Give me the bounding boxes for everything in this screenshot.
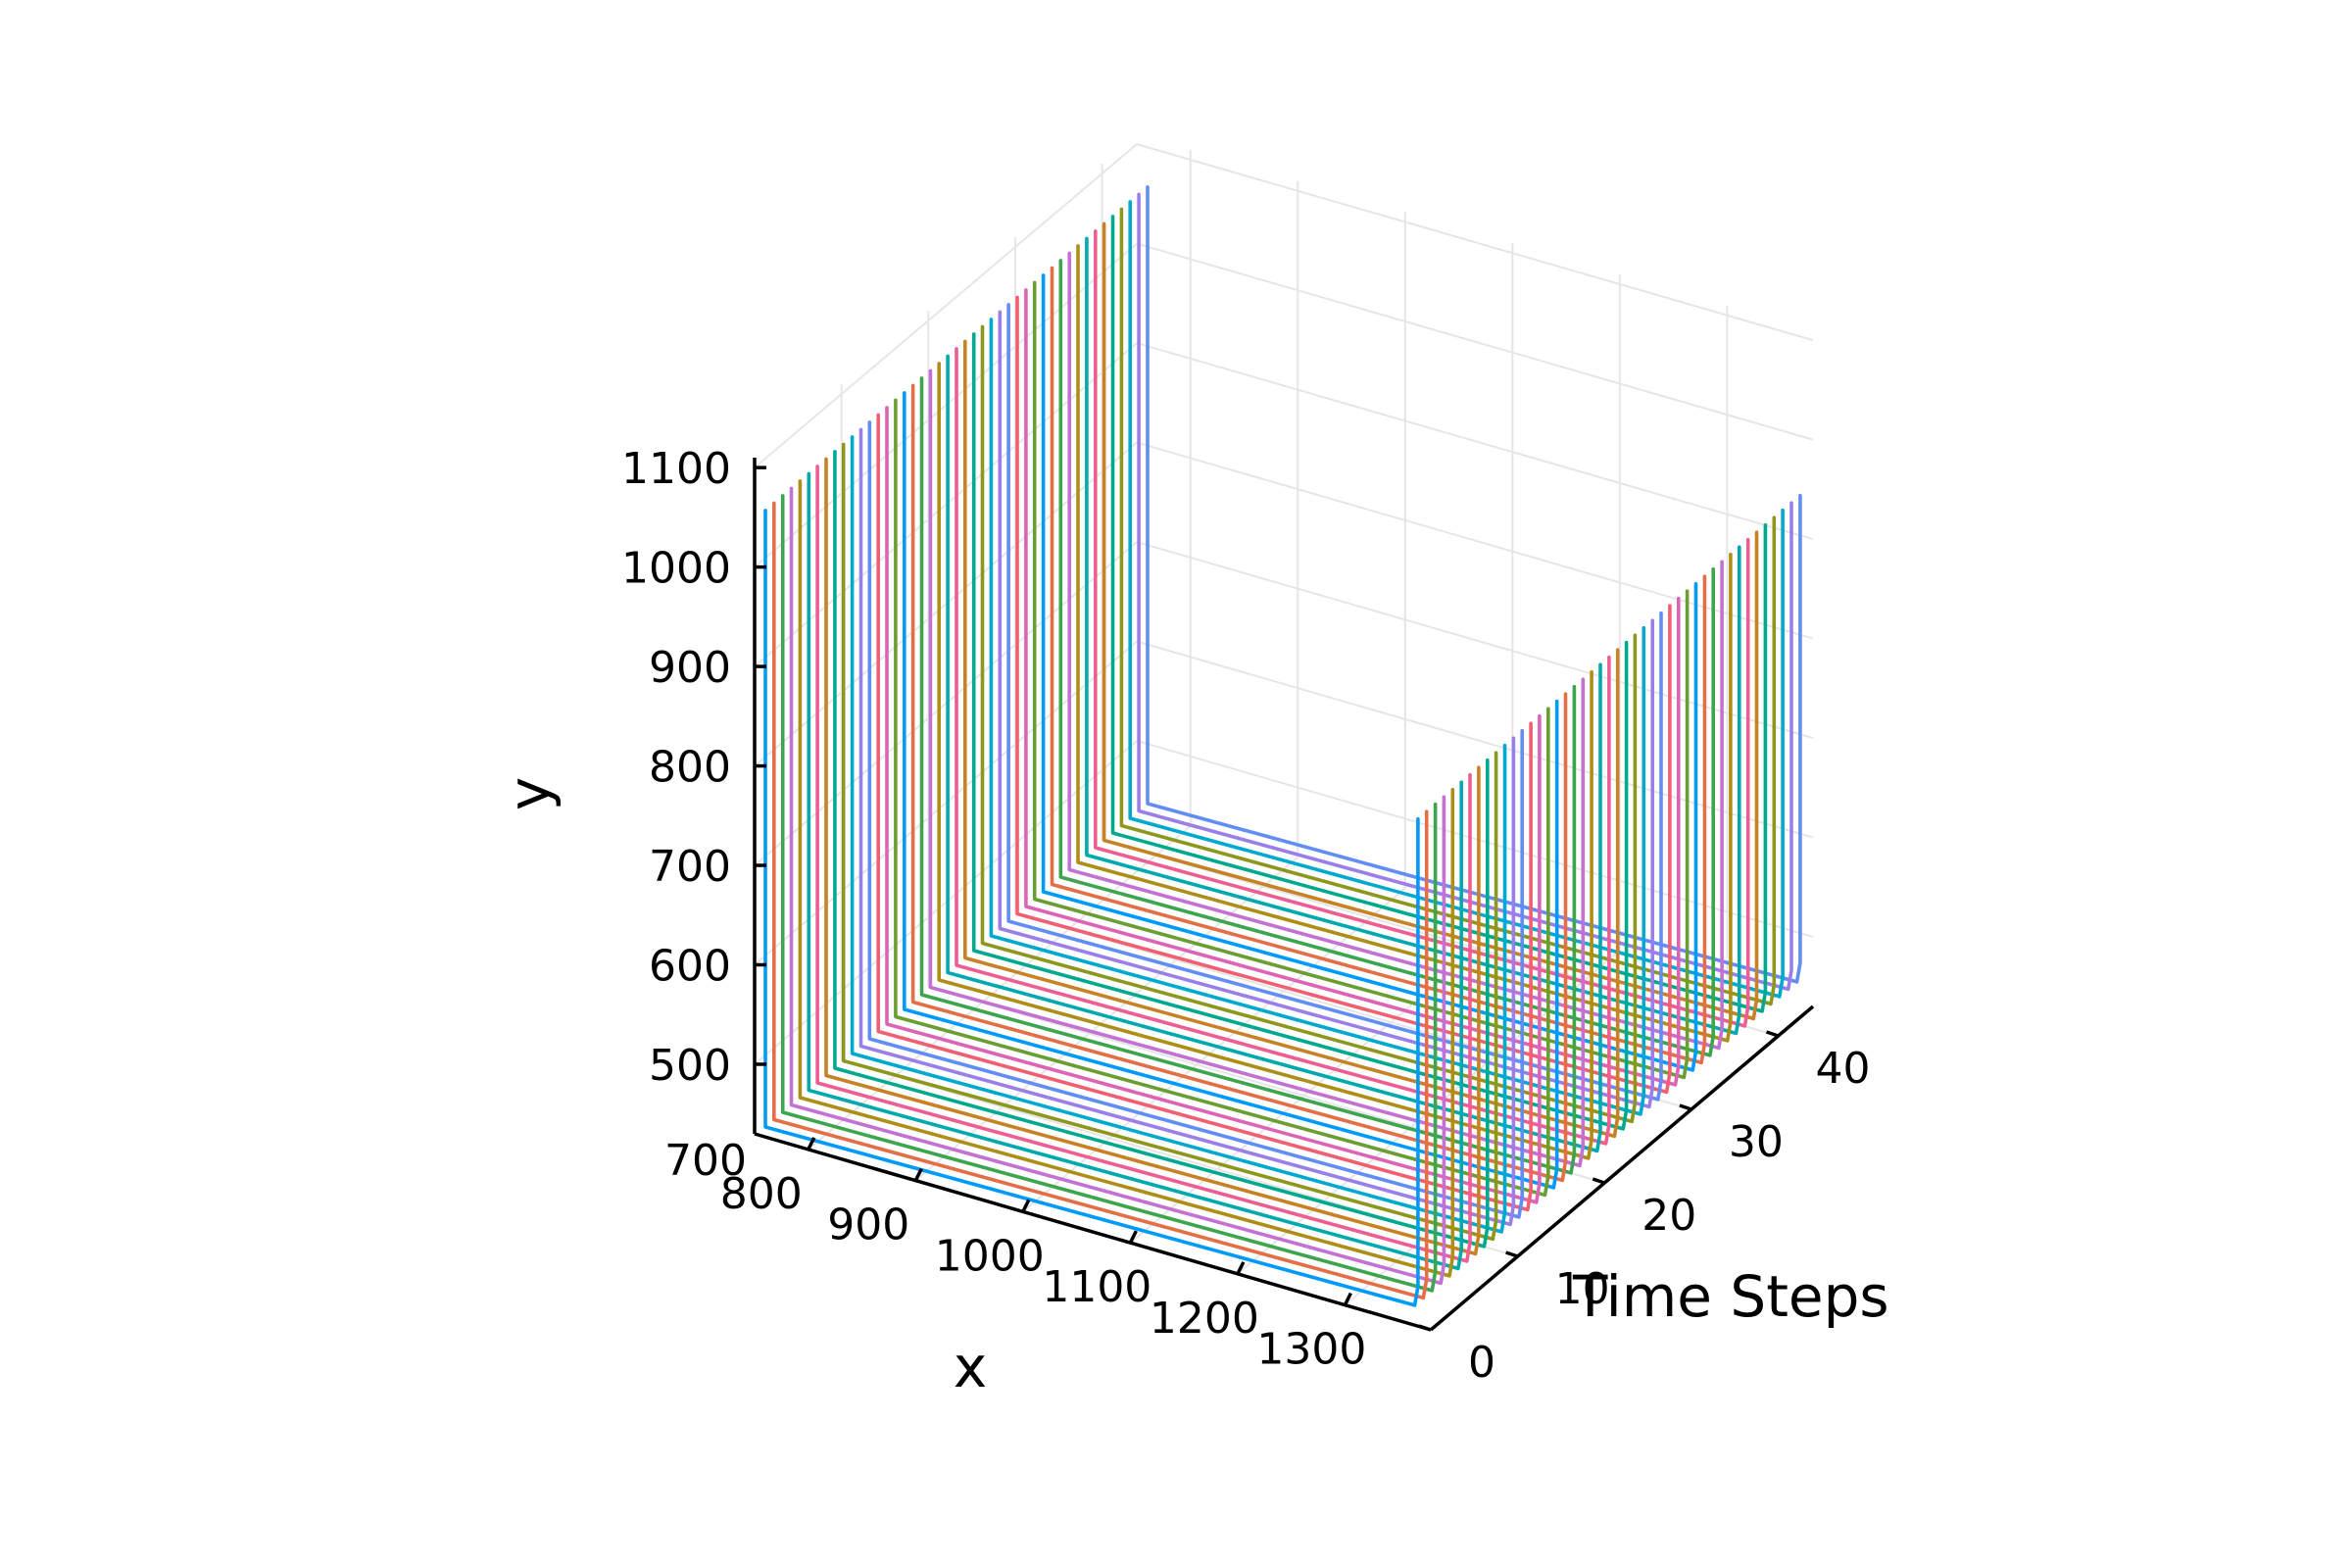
series-line-t36	[1076, 244, 1733, 1043]
series-line-t22	[955, 347, 1611, 1146]
series-line-t34	[1058, 259, 1715, 1057]
series-line-t2	[780, 494, 1438, 1293]
series-line-t7	[824, 457, 1481, 1256]
x-tick-mark	[1021, 1199, 1031, 1213]
series-line-t42	[1128, 200, 1785, 999]
series-line-t39	[1102, 221, 1759, 1021]
grid-line-y-back	[1136, 242, 1814, 441]
y-tick-label: 800	[649, 743, 731, 793]
z-tick-mark	[1679, 1103, 1692, 1111]
z-axis-line	[1429, 1004, 1815, 1332]
y-tick-label: 1100	[621, 444, 731, 494]
series-line-t8	[833, 450, 1490, 1249]
series-line-t23	[963, 339, 1620, 1139]
series-line-t20	[937, 362, 1593, 1160]
grid-line-y-back	[1136, 740, 1814, 938]
series-line-t31	[1032, 280, 1690, 1080]
series-line-t18	[919, 376, 1577, 1175]
grid-line-y-back	[1136, 541, 1814, 739]
series-line-t30	[1024, 288, 1681, 1087]
series-line-t41	[1119, 207, 1777, 1006]
series-line-t43	[1137, 192, 1793, 992]
series-line-t11	[858, 427, 1516, 1227]
z-tick-label: 30	[1729, 1117, 1784, 1167]
series-line-t38	[1094, 229, 1750, 1028]
series-line-t26	[989, 318, 1646, 1116]
series-line-t13	[876, 413, 1533, 1212]
x-tick-label: 1000	[935, 1231, 1045, 1281]
x-tick-mark	[1128, 1230, 1138, 1244]
series-line-t44	[1146, 185, 1802, 984]
series-layer	[763, 185, 1802, 1307]
series-line-t24	[971, 332, 1629, 1131]
z-tick-label: 10	[1555, 1264, 1610, 1314]
series-line-t28	[1006, 303, 1663, 1102]
series-line-t33	[1050, 266, 1707, 1065]
z-tick-label: 20	[1642, 1191, 1696, 1241]
series-line-t1	[772, 501, 1429, 1300]
z-tick-label: 0	[1468, 1338, 1495, 1388]
axes-layer	[753, 458, 1815, 1332]
series-line-t12	[867, 420, 1524, 1219]
z-tick-mark	[1765, 1030, 1780, 1038]
series-line-t10	[850, 435, 1507, 1234]
series-line-t19	[928, 368, 1586, 1168]
y-axis-title: y	[496, 777, 563, 810]
grid-line-y-back	[1136, 640, 1814, 839]
z-tick-mark	[1592, 1177, 1605, 1185]
series-line-t35	[1067, 251, 1724, 1051]
series-line-t17	[910, 383, 1568, 1183]
series-line-t14	[885, 406, 1542, 1204]
x-tick-mark	[807, 1137, 816, 1151]
series-line-t25	[980, 324, 1638, 1124]
series-line-t32	[1041, 273, 1698, 1072]
z-tick-mark	[1418, 1324, 1432, 1332]
y-tick-label: 600	[649, 942, 731, 992]
ticks-layer: 7008009001000110012001300500600700800900…	[621, 444, 1871, 1388]
x-axis-title: x	[954, 1334, 987, 1400]
grid-line-y-back	[1136, 441, 1814, 640]
series-line-t0	[763, 509, 1420, 1307]
z-tick-mark	[1505, 1250, 1519, 1258]
x-tick-label: 700	[664, 1136, 747, 1186]
grid-line-y-back	[1136, 342, 1814, 541]
series-line-t9	[841, 442, 1498, 1242]
x-tick-label: 800	[720, 1169, 803, 1219]
z-axis-title: Time Steps	[1572, 1263, 1889, 1330]
x-tick-label: 1300	[1256, 1325, 1366, 1375]
series-line-t5	[807, 471, 1463, 1271]
y-tick-label: 700	[649, 842, 731, 892]
series-line-t15	[894, 398, 1550, 1198]
series-line-t6	[815, 465, 1472, 1263]
x-tick-label: 900	[827, 1200, 909, 1250]
x-tick-mark	[1343, 1292, 1352, 1306]
series-line-t29	[1015, 295, 1672, 1095]
series-line-t40	[1110, 215, 1768, 1013]
z-tick-label: 40	[1816, 1044, 1871, 1094]
y-tick-label: 1000	[621, 544, 731, 594]
y-tick-label: 900	[649, 643, 731, 693]
series-line-t27	[998, 310, 1654, 1109]
x-axis-line	[754, 1132, 1432, 1332]
grid-line-y-side	[754, 143, 1138, 468]
series-line-t4	[798, 479, 1455, 1278]
y-tick-label: 500	[649, 1041, 731, 1091]
series-line-t21	[946, 354, 1602, 1153]
grid-line-y-back	[1136, 143, 1814, 342]
series-line-t16	[903, 391, 1559, 1190]
x-tick-label: 1200	[1150, 1294, 1259, 1344]
x-tick-mark	[913, 1167, 923, 1182]
series-line-t3	[789, 486, 1446, 1286]
x-tick-mark	[1236, 1261, 1246, 1275]
series-line-t37	[1085, 236, 1741, 1036]
x-tick-label: 1100	[1042, 1262, 1152, 1312]
